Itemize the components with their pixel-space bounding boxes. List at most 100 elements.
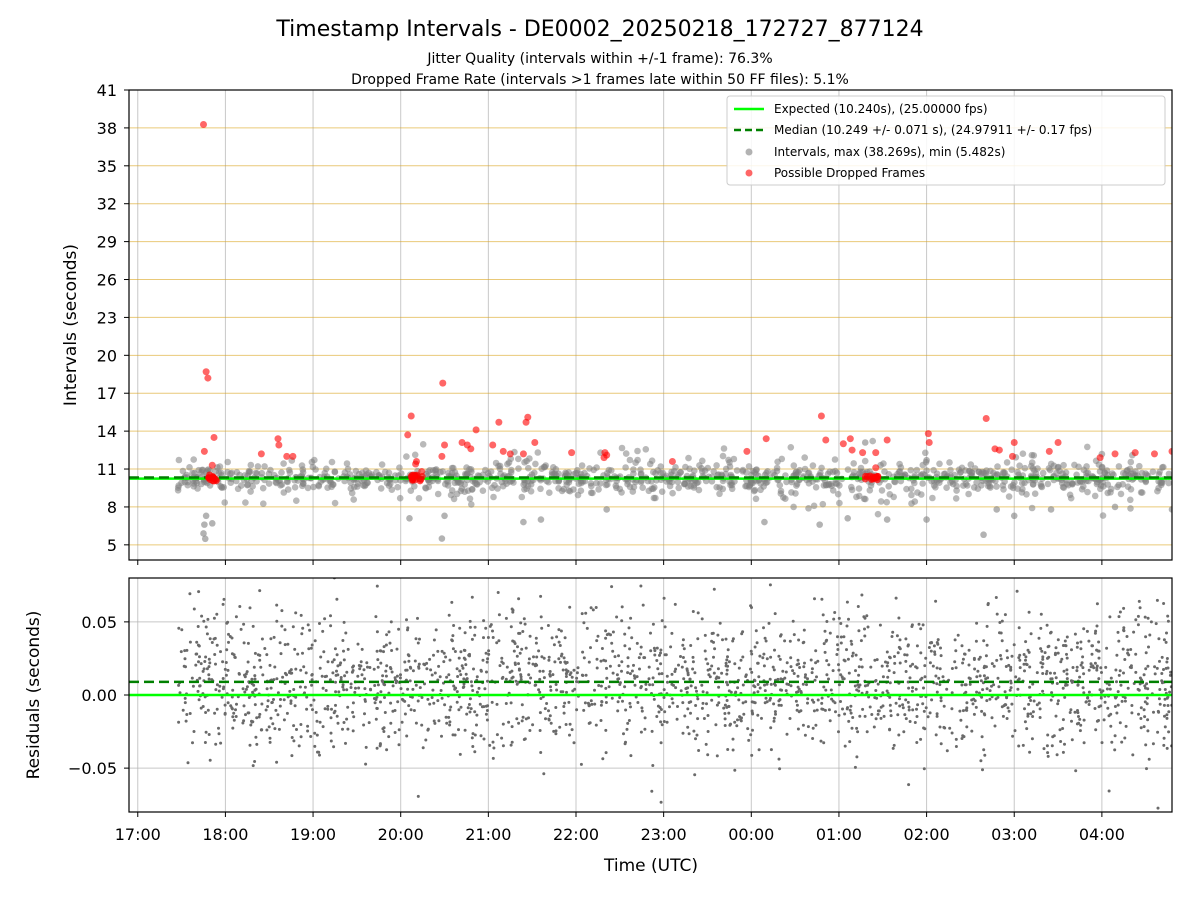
residual-point [970, 698, 974, 702]
residual-point [694, 737, 697, 741]
residual-point [1166, 614, 1170, 618]
intervals-y-tick-label-9: 32 [97, 195, 117, 214]
residual-point [532, 655, 535, 659]
residual-point [559, 654, 563, 658]
interval-point [896, 468, 904, 475]
interval-point [578, 462, 586, 469]
interval-point [321, 469, 329, 477]
residual-point [268, 736, 272, 740]
residual-point [802, 640, 806, 644]
residual-point [662, 696, 666, 699]
residual-point [778, 767, 782, 771]
residual-point [223, 703, 227, 707]
residual-point [430, 673, 434, 677]
residual-point [197, 644, 201, 648]
residual-point [1149, 620, 1153, 624]
residual-point [486, 679, 489, 683]
residual-point [674, 686, 678, 690]
residual-point [512, 640, 516, 644]
residual-point [623, 685, 627, 689]
residual-point [816, 698, 820, 702]
residual-point [845, 648, 848, 652]
residual-point [504, 677, 508, 681]
residual-point [663, 653, 667, 657]
residual-point [950, 707, 954, 711]
residual-point [312, 698, 316, 702]
residual-point [1061, 727, 1065, 730]
residual-point [562, 656, 566, 660]
x-tick-label-5: 22:00 [553, 825, 599, 844]
residual-point [299, 613, 303, 617]
interval-point [304, 484, 312, 492]
residual-point [662, 596, 666, 600]
residual-point [870, 713, 874, 716]
residual-point [277, 727, 281, 731]
residual-point [1115, 653, 1119, 657]
residual-point [385, 664, 389, 668]
residual-point [714, 723, 718, 727]
residual-point [1053, 671, 1057, 675]
residual-point [627, 719, 631, 722]
x-tick-label-8: 01:00 [816, 825, 862, 844]
interval-point [1031, 490, 1039, 498]
residual-point [934, 674, 938, 678]
residual-point [820, 696, 824, 700]
residual-point [849, 711, 853, 715]
residual-point [1144, 686, 1147, 690]
interval-point [415, 495, 423, 502]
residual-point [449, 705, 453, 709]
residual-point [334, 703, 337, 707]
residual-point [515, 654, 519, 658]
residual-point [403, 712, 407, 716]
residual-point [757, 675, 761, 679]
residual-point [981, 768, 984, 772]
residual-point [522, 617, 526, 621]
residual-point [689, 700, 693, 704]
residual-point [811, 737, 815, 740]
interval-point [857, 464, 865, 472]
intervals-y-tick-label-7: 26 [97, 271, 117, 290]
residual-point [696, 697, 700, 701]
residual-point [533, 664, 537, 668]
residual-point [1164, 640, 1168, 644]
residual-point [399, 673, 402, 677]
residual-point [617, 654, 620, 658]
residual-point [513, 661, 517, 665]
residual-point [630, 636, 634, 640]
residual-point [294, 667, 298, 671]
residual-point [482, 705, 486, 709]
interval-point [1046, 466, 1054, 474]
residual-point [950, 667, 954, 670]
interval-point [783, 478, 790, 486]
residual-point [1145, 696, 1149, 700]
residual-point [779, 703, 783, 707]
residual-point [825, 659, 829, 663]
residual-point [535, 655, 539, 659]
residual-point [1090, 652, 1094, 656]
interval-point [208, 520, 216, 527]
residual-point [475, 713, 479, 717]
residual-point [374, 717, 378, 721]
residual-point [405, 618, 408, 622]
residual-point [432, 719, 436, 723]
residual-point [676, 705, 679, 708]
interval-point [1028, 462, 1035, 470]
interval-point [1127, 496, 1134, 504]
residual-point [1134, 652, 1138, 656]
residual-point [610, 696, 614, 700]
residual-point [1077, 715, 1080, 718]
residual-point [332, 658, 336, 662]
residual-point [802, 665, 806, 669]
residual-point [1131, 753, 1135, 757]
residual-point [226, 668, 230, 672]
residual-point [375, 706, 379, 710]
residual-point [1115, 711, 1119, 715]
residual-point [904, 698, 908, 702]
residual-point [604, 701, 608, 704]
interval-point [805, 505, 812, 512]
interval-point [990, 469, 997, 477]
residual-point [687, 732, 691, 736]
residual-point [691, 655, 695, 659]
residual-point [1081, 655, 1085, 659]
residual-point [569, 671, 573, 675]
